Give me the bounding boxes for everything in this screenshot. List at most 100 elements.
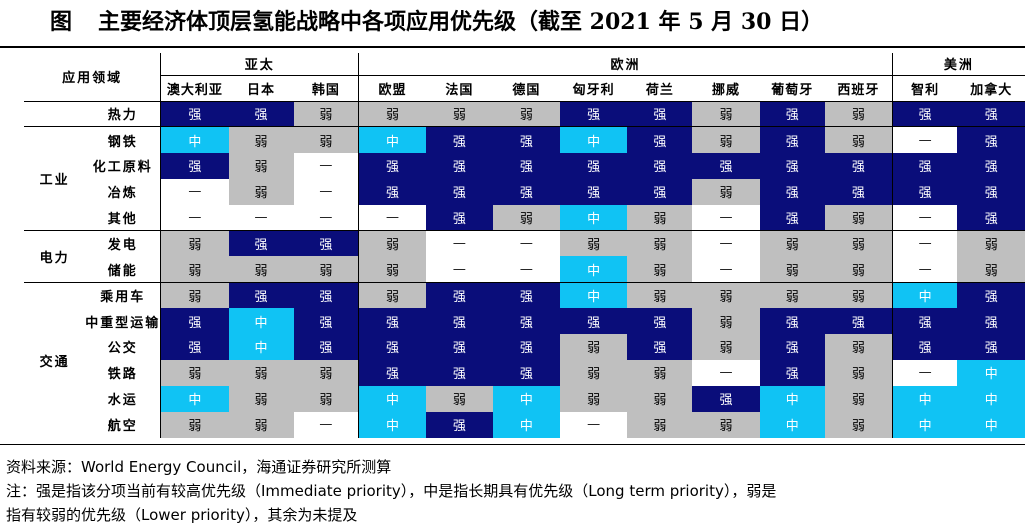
priority-cell: 弱	[228, 152, 294, 179]
country-header: 葡萄牙	[771, 82, 814, 98]
priority-cell: 强	[891, 100, 958, 127]
priority-cell: 强	[957, 308, 1025, 335]
priority-cell: 强	[824, 308, 893, 335]
priority-cell: 弱	[559, 334, 628, 360]
row-label: 航空	[107, 419, 138, 435]
priority-cell: 强	[492, 152, 560, 179]
priority-cell: 强	[425, 281, 493, 309]
row-label: 化工原料	[92, 160, 153, 176]
priority-table: 应用领域 亚太 欧洲 美洲 澳大利亚 日本 韩国 欧盟 法国 德国 匈牙利 荷兰 挪威 葡萄牙 西班牙 智利加…	[24, 53, 1025, 438]
table-row: 化工原料强弱 — 强强强强强强强强强强	[24, 152, 1025, 179]
table-row: 电力 发电弱强强弱 — — 弱弱 — 弱弱 — 弱	[24, 229, 1025, 283]
priority-cell: —	[358, 204, 426, 231]
priority-cell: 弱	[692, 281, 760, 309]
row-label: 储能	[107, 263, 138, 279]
group-label: 电力	[24, 229, 86, 283]
priority-cell: 弱	[759, 229, 825, 257]
country-header: 日本	[247, 82, 276, 98]
priority-cell: 强	[759, 308, 825, 335]
priority-cell: —	[228, 204, 294, 231]
priority-cell: 强	[160, 100, 229, 127]
figure-label: 图	[50, 9, 73, 35]
priority-cell: 中	[759, 411, 825, 438]
priority-cell: 弱	[627, 385, 693, 412]
priority-cell: 强	[492, 359, 560, 386]
priority-cell: 强	[627, 100, 693, 127]
corner-label: 应用领域	[62, 71, 123, 87]
priority-cell: 强	[559, 100, 628, 127]
priority-cell: 弱	[824, 411, 893, 438]
region-header: 欧洲	[358, 53, 893, 76]
priority-cell: —	[559, 411, 628, 438]
country-header: 挪威	[711, 82, 740, 98]
country-header: 欧盟	[358, 75, 426, 101]
row-label: 铁路	[107, 367, 138, 383]
priority-cell: 弱	[824, 334, 893, 360]
priority-cell: 弱	[627, 229, 693, 257]
priority-cell: 强	[759, 359, 825, 386]
priority-cell: —	[293, 204, 359, 231]
priority-cell: 中	[492, 411, 560, 438]
row-label: 公交	[107, 341, 138, 357]
priority-cell: 强	[425, 411, 493, 438]
table-row: 其他 — — — — 强弱中弱 — 强弱 — 强	[24, 204, 1025, 231]
priority-cell: 弱	[492, 100, 560, 127]
priority-cell: 弱	[824, 100, 893, 127]
priority-cell: 弱	[627, 281, 693, 309]
row-label: 热力	[85, 100, 161, 127]
priority-cell: —	[891, 126, 958, 153]
priority-cell: 强	[559, 308, 628, 335]
region-header: 美洲	[891, 53, 1025, 76]
priority-cell: 强	[824, 152, 893, 179]
group-label: 交通	[24, 281, 86, 438]
group-label	[24, 100, 86, 127]
priority-cell: 中	[160, 126, 229, 153]
priority-cell: 强	[957, 100, 1025, 127]
priority-cell: 强	[759, 126, 825, 153]
priority-cell: 强	[957, 204, 1025, 231]
priority-cell: 弱	[692, 411, 760, 438]
table-row: 中重型运输强中强强强强强强弱强强强强	[24, 308, 1025, 335]
priority-cell: 弱	[160, 281, 229, 309]
priority-cell: 中	[559, 204, 628, 231]
priority-cell: 强	[492, 308, 560, 335]
priority-cell: 强	[627, 308, 693, 335]
priority-cell: 强	[425, 152, 493, 179]
priority-cell: 弱	[692, 334, 760, 360]
priority-cell: 强	[759, 152, 825, 179]
priority-cell: 中	[759, 385, 825, 412]
priority-cell: 强	[160, 334, 229, 360]
figure-title-text: 主要经济体顶层氢能战略中各项应用优先级（截至 2021 年 5 月 30 日）	[98, 9, 824, 35]
priority-cell: 弱	[627, 204, 693, 231]
priority-cell: 强	[358, 334, 426, 360]
priority-cell: 弱	[627, 256, 693, 283]
priority-cell: 强	[759, 100, 825, 127]
priority-cell: 强	[559, 152, 628, 179]
priority-cell: 弱	[160, 411, 229, 438]
priority-cell: 弱	[293, 256, 359, 283]
priority-cell: 强	[957, 281, 1025, 309]
priority-cell: 弱	[358, 100, 426, 127]
priority-cell: 弱	[492, 204, 560, 231]
priority-cell: 中	[358, 411, 426, 438]
priority-cell: —	[293, 152, 359, 179]
priority-cell: 强	[358, 178, 426, 205]
priority-cell: 强	[627, 178, 693, 205]
table-row: 铁路弱弱弱强强强弱弱 — 强弱 — 中	[24, 359, 1025, 386]
row-label: 中重型运输	[85, 315, 161, 331]
priority-cell: 强	[358, 359, 426, 386]
priority-cell: 强	[358, 308, 426, 335]
priority-cell: 强	[692, 385, 760, 412]
row-label: 钢铁	[85, 126, 161, 153]
priority-cell: 强	[891, 334, 958, 360]
priority-cell: 弱	[293, 359, 359, 386]
priority-cell: 中	[957, 411, 1025, 438]
priority-cell: —	[160, 178, 229, 205]
priority-cell: —	[492, 256, 560, 283]
region-header: 亚太	[160, 53, 359, 76]
priority-cell: 强	[627, 126, 693, 153]
row-label: 冶炼	[107, 186, 138, 202]
priority-cell: 弱	[692, 126, 760, 153]
priority-cell: 强	[957, 178, 1025, 205]
priority-cell: —	[891, 204, 958, 231]
